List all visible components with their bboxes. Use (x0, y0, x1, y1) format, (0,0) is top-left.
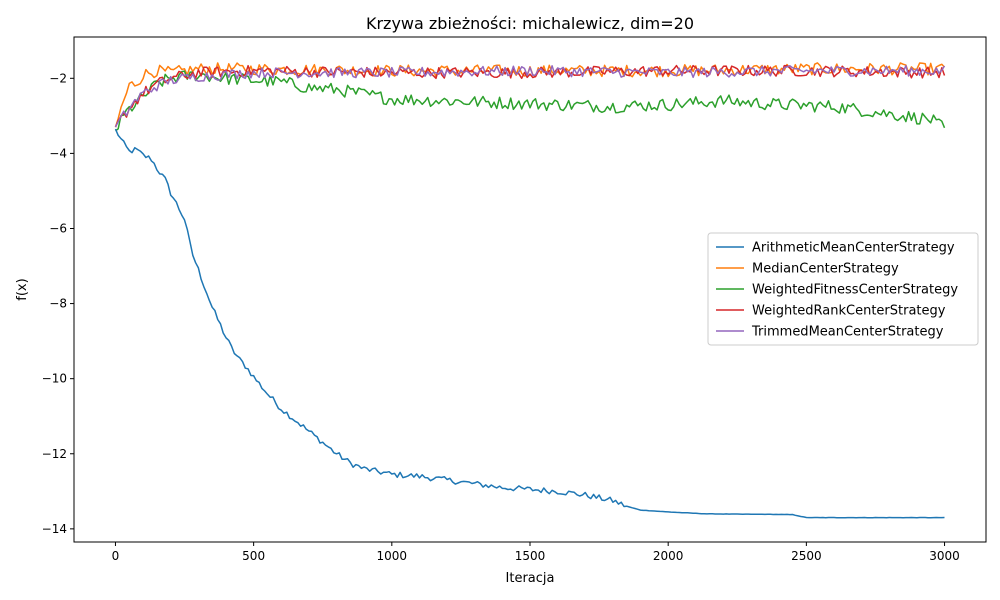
legend-box (707, 232, 979, 346)
legend-label: ArithmeticMeanCenterStrategy (752, 241, 955, 256)
y-axis-ticks: −14 −12 −10 −8 −6 −4 −2 (42, 71, 74, 536)
series-line-arithmeticmeancenterstrategy (114, 128, 945, 519)
series-line-weightedrankcenterstrategy (114, 64, 946, 128)
chart-title: Krzywa zbieżności: michalewicz, dim=20 (366, 14, 694, 33)
x-tick-label: 1500 (515, 549, 546, 563)
legend-label: WeightedRankCenterStrategy (752, 304, 946, 319)
x-tick-label: 500 (242, 549, 265, 563)
series-lines (114, 62, 946, 519)
y-tick-label: −12 (42, 447, 67, 461)
series-line-weightedfitnesscenterstrategy (115, 70, 946, 132)
legend-label: MedianCenterStrategy (752, 262, 899, 277)
x-tick-label: 3000 (929, 549, 960, 563)
x-tick-label: 2500 (791, 549, 822, 563)
legend: ArithmeticMeanCenterStrategy MedianCenter… (707, 232, 979, 346)
y-tick-label: −6 (49, 221, 67, 235)
y-tick-label: −14 (42, 522, 67, 536)
y-tick-label: −4 (49, 146, 67, 160)
x-tick-label: 1000 (377, 549, 408, 563)
y-tick-label: −2 (49, 71, 67, 85)
x-axis-ticks: 0 500 1000 1500 2000 2500 3000 (112, 542, 960, 563)
y-axis-label: f(x) (15, 278, 30, 300)
y-tick-label: −10 (42, 372, 67, 386)
y-tick-label: −8 (49, 297, 67, 311)
series-line-trimmedmeancenterstrategy (114, 64, 946, 128)
x-tick-label: 2000 (653, 549, 684, 563)
legend-label: WeightedFitnessCenterStrategy (752, 283, 958, 298)
x-tick-label: 0 (112, 549, 120, 563)
x-axis-label: Iteracja (506, 571, 555, 586)
legend-label: TrimmedMeanCenterStrategy (751, 325, 944, 340)
